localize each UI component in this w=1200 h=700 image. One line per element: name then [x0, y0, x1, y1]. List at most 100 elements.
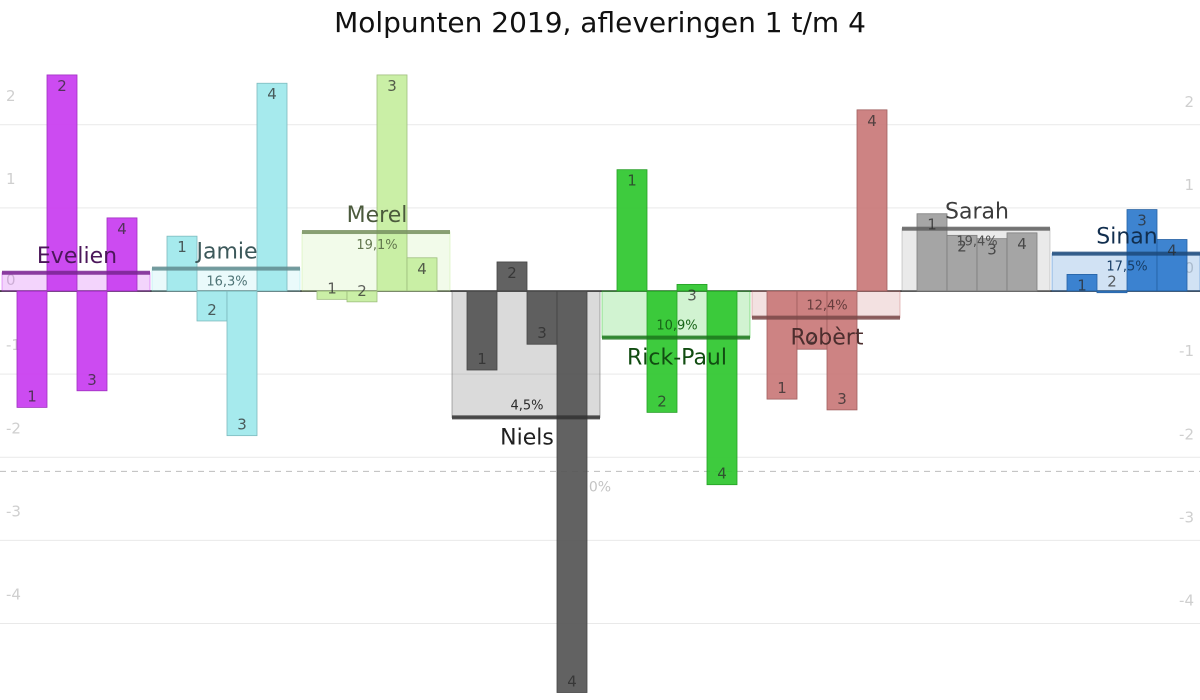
- bar: [16, 290, 48, 408]
- bar-label: 3: [837, 390, 847, 408]
- score-line: [2, 270, 150, 275]
- y-tick-right: 0: [1184, 259, 1194, 277]
- bar-label: 4: [117, 220, 127, 238]
- bar: [256, 82, 288, 292]
- bar-label: 2: [207, 301, 217, 319]
- y-tick-right: -4: [1179, 592, 1194, 610]
- score-line: [302, 230, 450, 235]
- probability-label: 19,4%: [956, 235, 997, 250]
- score-line: [452, 415, 600, 420]
- probability-label: 12,4%: [806, 299, 847, 314]
- bar: [826, 290, 858, 411]
- bar-label: 3: [387, 77, 397, 95]
- candidate-name: Sinan: [1096, 225, 1157, 250]
- bar-label: 2: [357, 282, 367, 300]
- bar-label: 4: [417, 260, 427, 278]
- score-line: [752, 315, 900, 320]
- bar: [196, 290, 228, 322]
- bar-label: 1: [927, 216, 937, 234]
- bar-label: 3: [87, 371, 97, 389]
- y-tick-left: -2: [6, 419, 21, 437]
- bar-label: 2: [957, 237, 967, 255]
- bar: [376, 74, 408, 292]
- probability-label: 10,9%: [656, 319, 697, 334]
- probability-label: 19,1%: [356, 238, 397, 253]
- bars: [1, 74, 1200, 693]
- score-line: [602, 335, 750, 340]
- probability-label: 4,5%: [510, 398, 543, 413]
- bar: [166, 235, 198, 292]
- y-tick-right: -3: [1179, 508, 1194, 526]
- score-line: [902, 226, 1050, 231]
- score-line: [152, 266, 300, 271]
- bar-label: 2: [507, 264, 517, 282]
- bar-label: 1: [627, 172, 637, 190]
- score-line: [1052, 251, 1200, 256]
- y-tick-right: 2: [1184, 93, 1194, 111]
- bar: [766, 290, 798, 400]
- bar-label: 3: [237, 416, 247, 434]
- bar: [76, 290, 108, 392]
- y-tick-left: 0: [6, 271, 16, 289]
- bar-label: 1: [177, 238, 187, 256]
- chart-title: Molpunten 2019, afleveringen 1 t/m 4: [334, 6, 866, 39]
- bar-label: 1: [27, 387, 37, 405]
- bar-label: 4: [1167, 242, 1177, 260]
- candidate-name: Rick-Paul: [627, 346, 727, 371]
- candidate-name: Merel: [347, 203, 408, 228]
- bar: [556, 290, 588, 693]
- bar-label: 4: [1017, 235, 1027, 253]
- bar-label: 4: [867, 112, 877, 130]
- bar: [1006, 232, 1038, 292]
- probability-label: 16,3%: [206, 275, 247, 290]
- candidate-name: Evelien: [37, 244, 117, 269]
- threshold-label: 0%: [589, 479, 611, 495]
- bar-label: 3: [537, 324, 547, 342]
- bar-label: 2: [657, 392, 667, 410]
- bar-label: 2: [1107, 273, 1117, 291]
- bar: [796, 290, 828, 350]
- y-tick-left: 2: [6, 87, 16, 105]
- bar-label: 3: [987, 241, 997, 259]
- y-tick-left: -3: [6, 502, 21, 520]
- bar: [106, 217, 138, 292]
- probability-label: 17,5%: [1106, 260, 1147, 275]
- bar: [676, 283, 708, 292]
- y-tick-right: -1: [1179, 342, 1194, 360]
- candidate-name: Robèrt: [791, 326, 864, 351]
- y-tick-right: -2: [1179, 425, 1194, 443]
- bar-label: 3: [1137, 212, 1147, 230]
- bar-label: 1: [477, 350, 487, 368]
- bar: [526, 290, 558, 345]
- bar-label: 2: [807, 329, 817, 347]
- y-tick-right: 1: [1184, 176, 1194, 194]
- bar-label: 4: [567, 672, 577, 690]
- bar: [466, 290, 498, 371]
- bar: [406, 257, 438, 292]
- bar: [1156, 239, 1188, 292]
- y-tick-left: 1: [6, 170, 16, 188]
- bar: [616, 169, 648, 292]
- bar: [706, 290, 738, 486]
- bar: [1096, 290, 1128, 294]
- bar: [646, 290, 678, 413]
- bar-label: 1: [777, 379, 787, 397]
- bar-label: 3: [687, 286, 697, 304]
- bar: [1066, 274, 1098, 292]
- bar: [916, 213, 948, 292]
- bar: [226, 290, 258, 437]
- candidate-name: Niels: [500, 425, 554, 450]
- bar-label: 4: [267, 85, 277, 103]
- y-tick-left: -4: [6, 586, 21, 604]
- bar: [856, 109, 888, 292]
- candidate-name: Sarah: [945, 200, 1009, 225]
- bar-label: 1: [327, 279, 337, 297]
- bar: [496, 261, 528, 292]
- bar: [346, 290, 378, 303]
- bar-label: 2: [57, 77, 67, 95]
- bar: [46, 74, 78, 292]
- bar-label: 4: [717, 465, 727, 483]
- bar: [946, 234, 978, 292]
- candidate-name: Jamie: [194, 240, 257, 265]
